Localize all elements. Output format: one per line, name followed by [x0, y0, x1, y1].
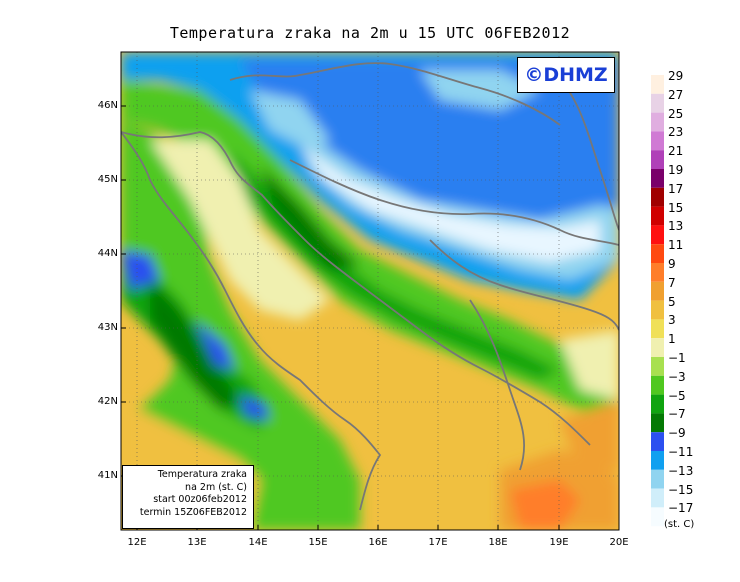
legend-swatch: [651, 93, 664, 113]
lat-label-45n: 45N: [97, 174, 118, 185]
legend-label: 19: [668, 163, 684, 177]
legend-label: 15: [668, 200, 684, 215]
legend-swatch: [651, 507, 664, 527]
lon-label-18e: 18E: [488, 537, 508, 548]
legend-label: 7: [668, 275, 676, 290]
legend-swatch: [651, 263, 664, 282]
legend-swatch: [651, 319, 664, 339]
legend-swatch: [651, 281, 664, 301]
legend-swatch: [651, 357, 664, 376]
lat-label-44n: 44N: [97, 248, 118, 259]
coastlines: [121, 62, 619, 511]
lon-label-17e: 17E: [428, 537, 448, 548]
legend-swatch: [651, 75, 664, 94]
info-box: Temperatura zraka na 2m (st. C) start 00…: [122, 465, 254, 529]
legend-swatch: [651, 244, 664, 263]
legend-swatch: [651, 300, 664, 320]
legend-units: (st. C): [664, 519, 695, 530]
legend-label: −9: [668, 426, 686, 441]
legend-swatch: [651, 225, 664, 245]
legend-label: −3: [668, 369, 686, 384]
lon-label-14e: 14E: [248, 537, 268, 548]
legend-swatch: [651, 469, 664, 489]
legend-label: 25: [668, 106, 684, 121]
lon-label-19e: 19E: [549, 537, 569, 548]
legend-swatch: [651, 338, 664, 357]
copyright-badge: ©DHMZ: [517, 57, 615, 93]
lon-label-12e: 12E: [127, 537, 147, 548]
lon-label-13e: 13E: [187, 537, 207, 548]
legend-label: 13: [668, 219, 684, 234]
legend-swatch: [651, 150, 664, 169]
legend-label: 21: [668, 144, 684, 159]
legend-swatch: [651, 451, 664, 470]
color-legend: [651, 75, 664, 527]
legend-swatch: [651, 131, 664, 151]
legend-swatch: [651, 394, 664, 414]
legend-label: 5: [668, 294, 676, 309]
map-title: Temperatura zraka na 2m u 15 UTC 06FEB20…: [169, 24, 571, 42]
legend-swatch: [651, 112, 664, 132]
legend-label: −1: [668, 351, 686, 365]
legend-swatch: [651, 187, 664, 207]
map-frame: [120, 51, 620, 531]
lon-label-20e: 20E: [609, 537, 629, 548]
legend-label: 17: [668, 181, 684, 196]
info-line-1: Temperatura zraka: [157, 469, 247, 480]
info-line-4: termin 15Z06FEB2012: [139, 506, 247, 518]
legend-label: −7: [668, 407, 686, 422]
legend-label: 29: [668, 69, 684, 83]
legend-swatch: [651, 206, 664, 226]
lon-label-16e: 16E: [368, 537, 388, 548]
legend-label: 3: [668, 313, 676, 328]
info-line-3: start 00z06feb2012: [153, 494, 247, 505]
legend-label: 11: [668, 238, 684, 253]
legend-label: 9: [668, 257, 676, 271]
legend-label: −17: [668, 501, 694, 516]
lat-label-41n: 41N: [97, 470, 118, 481]
legend-swatch: [651, 488, 664, 508]
lon-label-15e: 15E: [308, 537, 328, 548]
legend-label: −13: [668, 463, 694, 478]
lat-label-46n: 46N: [97, 100, 118, 111]
legend-label: 1: [668, 332, 676, 347]
legend-label: 27: [668, 87, 684, 102]
lat-label-42n: 42N: [97, 396, 118, 407]
lat-label-43n: 43N: [97, 322, 118, 333]
legend-label: −5: [668, 388, 686, 403]
temperature-field: [121, 52, 619, 530]
legend-label: −15: [668, 482, 694, 497]
info-line-2: na 2m (st. C): [185, 481, 247, 493]
legend-swatch: [651, 169, 664, 188]
legend-swatch: [651, 432, 664, 451]
legend-swatch: [651, 413, 664, 433]
legend-swatch: [651, 375, 664, 395]
legend-label: 23: [668, 125, 684, 140]
legend-label: −11: [668, 445, 694, 459]
